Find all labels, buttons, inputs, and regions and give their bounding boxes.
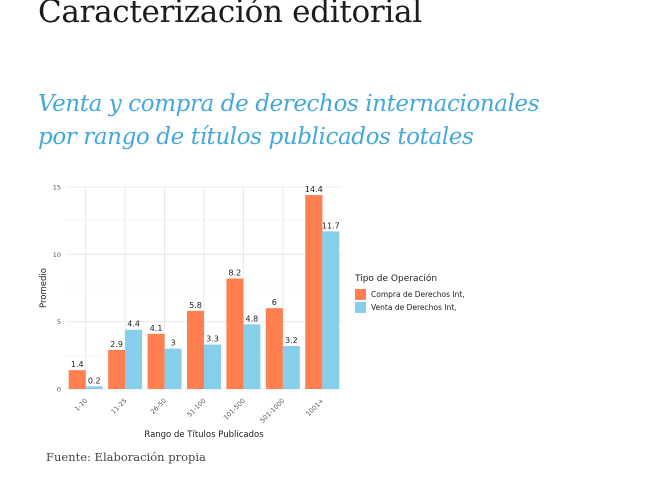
subtitle-line-2: por rango de títulos publicados totales [38, 124, 474, 150]
y-tick-label: 10 [53, 251, 61, 259]
x-tick-label: 51-100 [185, 397, 207, 419]
data-label: 11.7 [322, 221, 340, 230]
y-tick-label: 5 [57, 318, 61, 326]
x-tick-label: 11-25 [110, 397, 129, 416]
legend-label-venta: Venta de Derechos Int, [371, 303, 457, 312]
data-label: 3.2 [285, 336, 298, 345]
x-tick-label: 1-10 [73, 397, 89, 413]
bar-venta [204, 344, 221, 389]
x-tick-label: 1001+ [304, 397, 325, 418]
bar-compra [305, 195, 323, 389]
x-tick-label: 26-50 [149, 397, 168, 416]
chart-subtitle: Venta y compra de derechos internacional… [38, 88, 540, 154]
x-tick-label: 501-1000 [258, 397, 286, 425]
data-label: 3 [171, 339, 176, 348]
data-label: 2.9 [110, 340, 123, 349]
data-label: 4.4 [127, 320, 140, 329]
legend-item-venta: Venta de Derechos Int, [355, 301, 465, 314]
bar-venta [243, 324, 261, 389]
subtitle-line-1: Venta y compra de derechos internacional… [38, 91, 540, 117]
bar-venta [322, 231, 340, 389]
legend-key-compra [355, 289, 366, 300]
bar-compra [147, 333, 165, 389]
legend-label-compra: Compra de Derechos Int, [371, 290, 465, 299]
bar-compra [108, 349, 126, 389]
bar-compra [187, 310, 204, 389]
bar-compra [68, 370, 86, 389]
bar-venta [125, 329, 143, 389]
bar-compra [265, 308, 283, 389]
bar-venta [164, 348, 182, 389]
bar-venta [282, 345, 300, 389]
bar-venta [85, 386, 103, 389]
data-label: 14.4 [305, 185, 323, 194]
y-axis-title: Promedio [39, 268, 49, 308]
data-label: 8.2 [229, 269, 242, 278]
x-axis-title: Rango de Títulos Publicados [144, 430, 264, 440]
source-note: Fuente: Elaboración propia [46, 450, 206, 464]
legend-key-venta [355, 302, 366, 313]
data-label: 4.1 [150, 324, 163, 333]
x-tick-label: 101-500 [222, 397, 247, 422]
y-tick-label: 0 [57, 386, 61, 394]
data-label: 1.4 [71, 360, 84, 369]
chart-legend: Tipo de Operación Compra de Derechos Int… [355, 274, 465, 314]
data-label: 4.8 [246, 314, 259, 323]
bar-compra [226, 278, 244, 389]
legend-title: Tipo de Operación [355, 274, 438, 284]
page-title: Caracterización editorial [38, 0, 422, 30]
data-label: 3.3 [206, 335, 219, 344]
y-tick-label: 15 [53, 184, 61, 192]
data-label: 0.2 [88, 376, 101, 385]
legend-item-compra: Compra de Derechos Int, [355, 288, 465, 301]
data-label: 6 [272, 298, 277, 307]
data-label: 5.8 [189, 301, 202, 310]
